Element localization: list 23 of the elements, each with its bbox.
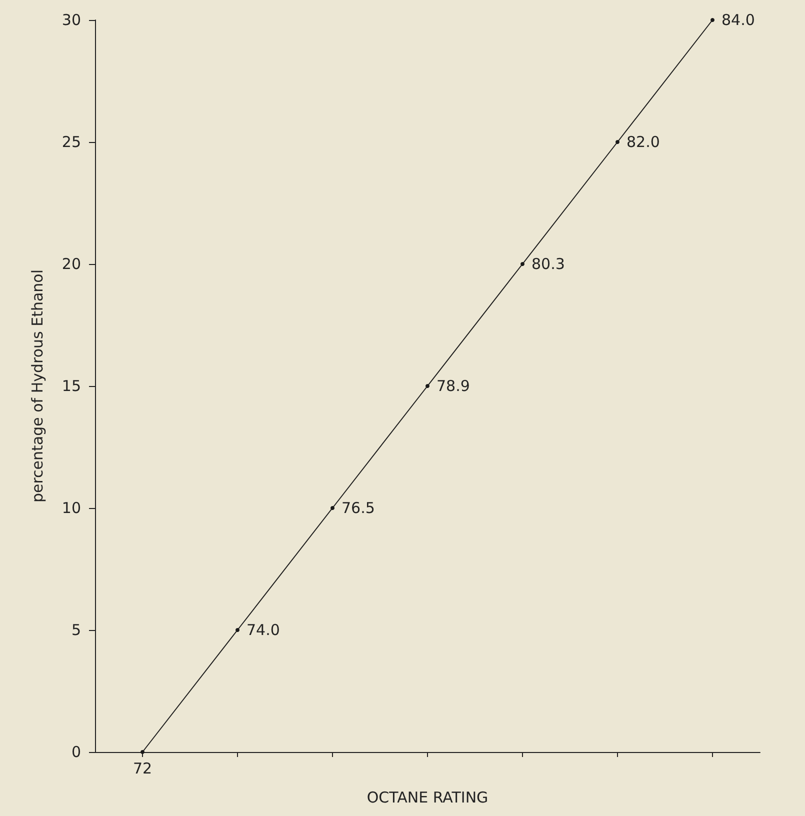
x-tick-label: 82.0 (626, 133, 660, 151)
y-tick-label: 30 (62, 11, 81, 29)
y-tick-label: 15 (62, 377, 81, 395)
y-tick-label: 0 (71, 743, 81, 761)
point (236, 628, 240, 632)
x-tick-label: 80.3 (532, 255, 565, 273)
x-tick-label: 84.0 (722, 11, 755, 29)
x-tick-label: 74.0 (246, 621, 280, 639)
y-tick-label: 20 (62, 255, 81, 273)
point (710, 18, 714, 22)
x-axis-title: OCTANE RATING (366, 788, 488, 806)
y-tick-label: 10 (62, 499, 81, 517)
x-tick-label: 72 (132, 760, 152, 778)
point (330, 506, 334, 510)
point (520, 262, 524, 266)
point (426, 384, 430, 388)
point (140, 750, 144, 754)
x-tick-label: 76.5 (342, 499, 375, 517)
y-tick-label: 5 (71, 621, 81, 639)
point (616, 140, 620, 144)
y-axis-title: percentage of Hydrous Ethanol (28, 269, 46, 503)
x-tick-label: 78.9 (436, 377, 470, 395)
y-tick-label: 25 (62, 133, 81, 151)
